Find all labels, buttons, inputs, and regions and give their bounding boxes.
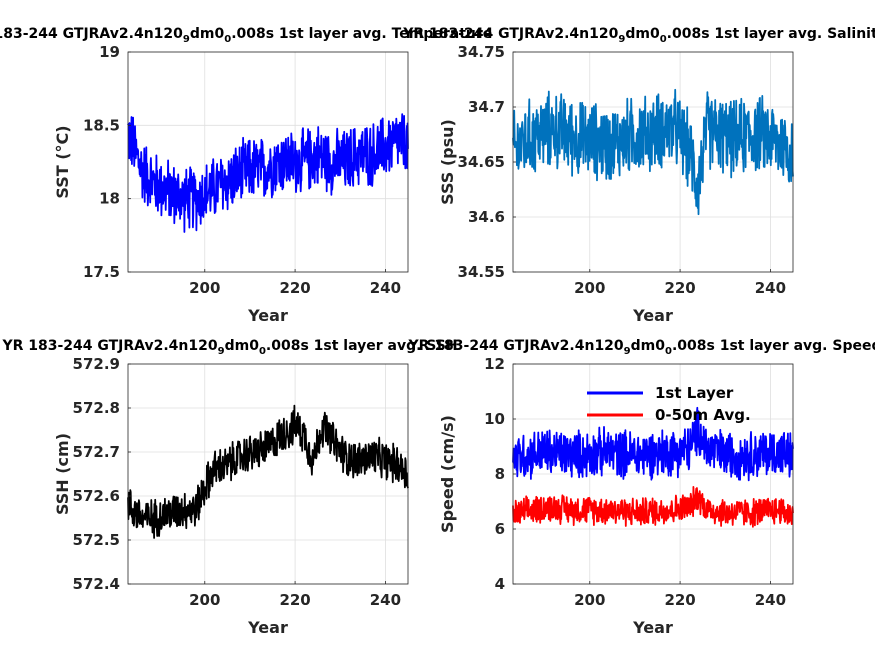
plot-area — [128, 364, 408, 584]
series-line-1 — [512, 406, 794, 482]
series-line-2 — [512, 485, 794, 528]
x-tick-label: 200 — [189, 279, 220, 297]
x-axis-label: Year — [247, 618, 288, 637]
y-tick-label: 572.8 — [73, 399, 120, 417]
y-tick-label: 4 — [495, 575, 505, 593]
panel-2: 200 220 240 34.55 34.6 34.65 34.7 34.75 Year SSS … — [402, 26, 875, 325]
panel-4: 200 220 240 4 6 8 10 12 Year Speed (cm/s) YR 183-2… — [408, 338, 875, 637]
legend-label: 0-50m Avg. — [655, 406, 751, 424]
x-tick-label: 200 — [574, 279, 605, 297]
y-tick-label: 8 — [495, 465, 505, 483]
panel-title: YR 183-244 GTJRAv2.4n1209dm00.008s 1st l… — [0, 26, 492, 45]
panel-3: 200 220 240572.4572.5572.6572.7572.8572.9Y… — [1, 338, 457, 637]
panel-title: YR 183-244 GTJRAv2.4n1209dm00.008s 1st l… — [1, 338, 457, 357]
x-tick-label: 240 — [755, 591, 786, 609]
y-tick-label: 12 — [484, 355, 505, 373]
y-tick-label: 572.5 — [73, 531, 120, 549]
x-axis-label: Year — [632, 618, 673, 637]
x-tick-label: 220 — [664, 591, 695, 609]
y-tick-label: 18 — [99, 190, 120, 208]
x-tick-label: 240 — [370, 591, 401, 609]
y-tick-label: 34.6 — [468, 208, 505, 226]
y-tick-label: 572.7 — [73, 443, 120, 461]
y-tick-label: 10 — [484, 410, 505, 428]
panel-1: 200 220 240 17.5 18 18.5 19 Year SST (°C) YR 183-… — [0, 26, 492, 325]
panel-title: YR 183-244 GTJRAv2.4n1209dm00.008s 1st l… — [402, 26, 875, 45]
series-line-1 — [512, 88, 794, 216]
x-tick-label: 200 — [189, 591, 220, 609]
x-tick-label: 220 — [664, 279, 695, 297]
y-tick-label: 34.55 — [458, 263, 505, 281]
legend-label: 1st Layer — [655, 384, 734, 402]
y-tick-label: 18.5 — [83, 116, 120, 134]
y-tick-label: 34.65 — [458, 153, 505, 171]
axes-frame — [127, 363, 409, 585]
y-tick-label: 572.4 — [73, 575, 120, 593]
x-axis-label: Year — [632, 306, 673, 325]
y-tick-label: 6 — [495, 520, 505, 538]
y-tick-label: 17.5 — [83, 263, 120, 281]
y-axis-label: Speed (cm/s) — [438, 415, 457, 533]
y-tick-label: 19 — [99, 43, 120, 61]
x-tick-label: 220 — [279, 279, 310, 297]
panel-title: YR 183-244 GTJRAv2.4n1209dm00.008s 1st l… — [408, 338, 875, 357]
y-tick-label: 34.75 — [458, 43, 505, 61]
y-axis-label: SST (°C) — [53, 125, 72, 198]
y-axis-label: SSH (cm) — [53, 433, 72, 515]
x-tick-label: 220 — [279, 591, 310, 609]
y-tick-label: 572.6 — [73, 487, 120, 505]
x-tick-label: 240 — [755, 279, 786, 297]
x-tick-label: 240 — [370, 279, 401, 297]
axes-frame — [127, 51, 409, 273]
series-line-1 — [127, 404, 409, 539]
x-axis-label: Year — [247, 306, 288, 325]
y-tick-label: 572.9 — [73, 355, 120, 373]
y-tick-label: 34.7 — [468, 98, 505, 116]
series-line-1 — [127, 113, 409, 233]
y-axis-label: SSS (psu) — [438, 119, 457, 205]
x-tick-label: 200 — [574, 591, 605, 609]
